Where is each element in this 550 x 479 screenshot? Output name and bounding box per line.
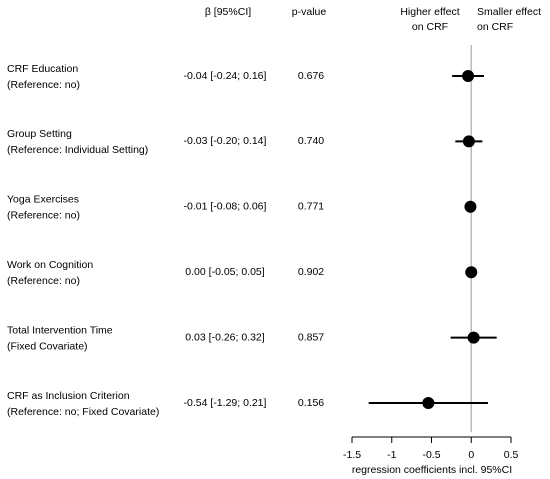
left-note: Higher effect [400, 6, 459, 18]
x-tick-label: 0.5 [504, 449, 519, 461]
row-sublabel: (Reference: no) [7, 210, 80, 222]
row-sublabel: (Reference: no) [7, 275, 80, 287]
estimate-label: 0.03 [-0.26; 0.32] [185, 331, 264, 343]
p-value-header: p-value [292, 6, 327, 18]
row-sublabel: (Reference: no; Fixed Covariate) [7, 406, 159, 418]
row-sublabel: (Reference: Individual Setting) [7, 144, 148, 156]
estimate-label: -0.54 [-1.29; 0.21] [184, 397, 267, 409]
p-value: 0.857 [298, 331, 324, 343]
right-note: on CRF [477, 21, 513, 33]
row-label: Group Setting [7, 128, 72, 140]
estimate-point [467, 331, 480, 344]
estimate-label: -0.03 [-0.20; 0.14] [184, 135, 267, 147]
left-note: on CRF [412, 21, 448, 33]
p-value: 0.676 [298, 70, 324, 82]
row-label: Total Intervention Time [7, 324, 113, 336]
x-tick-label: -1.5 [343, 449, 361, 461]
estimate-point [462, 70, 475, 82]
row-label: Yoga Exercises [7, 194, 79, 206]
estimate-point [462, 135, 475, 148]
p-value: 0.771 [298, 201, 324, 213]
x-tick-label: -1 [387, 449, 396, 461]
estimate-label: -0.04 [-0.24; 0.16] [184, 70, 267, 82]
row-label: CRF as Inclusion Criterion [7, 390, 130, 402]
estimate-label: 0.00 [-0.05; 0.05] [185, 266, 264, 278]
estimate-point [464, 200, 477, 213]
estimate-header: β [95%CI] [205, 6, 251, 18]
row-sublabel: (Fixed Covariate) [7, 340, 88, 352]
p-value: 0.902 [298, 266, 324, 278]
estimate-label: -0.01 [-0.08; 0.06] [184, 201, 267, 213]
row-label: CRF Education [7, 63, 78, 75]
estimate-point [422, 397, 435, 409]
p-value: 0.156 [298, 397, 324, 409]
row-label: Work on Cognition [7, 259, 93, 271]
p-value: 0.740 [298, 135, 324, 147]
x-tick-label: 0 [468, 449, 474, 461]
row-sublabel: (Reference: no) [7, 79, 80, 91]
right-note: Smaller effect [477, 6, 541, 18]
x-axis-title: regression coefficients incl. 95%CI [352, 464, 512, 476]
estimate-point [465, 266, 478, 279]
x-tick-label: -0.5 [422, 449, 440, 461]
